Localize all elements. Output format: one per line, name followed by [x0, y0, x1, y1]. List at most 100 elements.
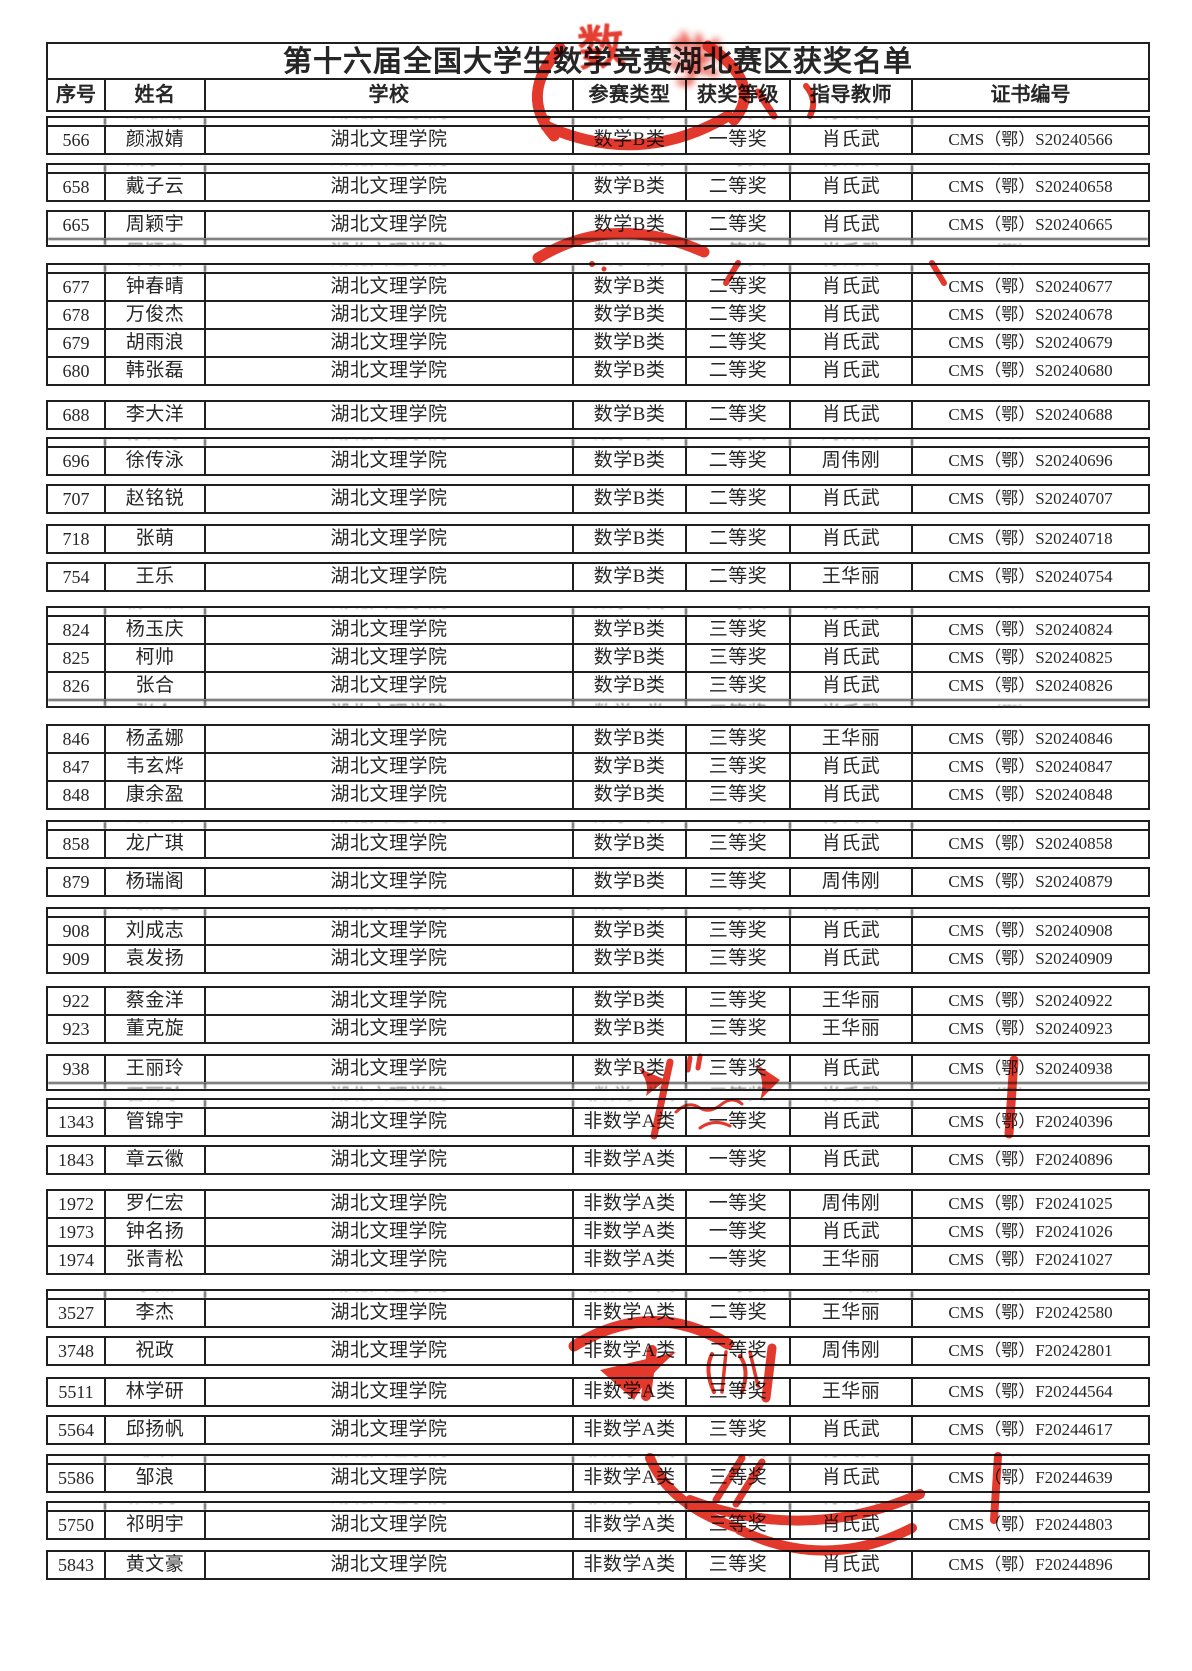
table-strip: 5750祁明宇湖北文理学院非数学A类三等奖肖氏武CMS（鄂）F202448035… [46, 1501, 1150, 1540]
cell-teacher: 肖氏武 [789, 1456, 911, 1463]
cell-name: 李杰 [104, 1291, 204, 1298]
cell-type: 数学B类 [572, 946, 685, 972]
cell-teacher: 肖氏武 [789, 240, 911, 245]
cell-no: 688 [62, 405, 90, 425]
cell-no: 826 [62, 676, 90, 696]
cell-type: 数学B类 [572, 127, 685, 153]
cell-name: 王乐 [104, 564, 204, 590]
cell-no: 847 [62, 757, 90, 777]
cell-type: 数学B类 [572, 1016, 685, 1042]
cell-level: 三等奖 [685, 1552, 789, 1578]
cell-name: 王丽玲 [104, 1056, 204, 1082]
table-row: 5750 祁明宇 湖北文理学院 非数学A类 三等奖 肖氏武 CMS（鄂）F20244803 [48, 1510, 1148, 1538]
cell-level: 三等奖 [685, 1465, 789, 1491]
table-strip: 718 张萌 湖北文理学院 数学B类 二等奖 肖氏武 CMS（鄂）S20240718 [46, 524, 1150, 554]
cell-cert: CMS（鄂）S20240566 [911, 118, 1148, 125]
cell-school: 湖北文理学院 [204, 240, 572, 245]
cell-teacher: 肖氏武 [789, 174, 911, 200]
cell-name: 袁发扬 [104, 946, 204, 972]
table-row: 665 周颖宇 湖北文理学院 数学B类 二等奖 肖氏武 CMS（鄂）S20240665 [48, 212, 1148, 238]
table-row: 688 李大洋 湖北文理学院 数学B类 二等奖 肖氏武 CMS（鄂）S20240688 [48, 402, 1148, 428]
cell-school: 湖北文理学院 [204, 358, 572, 384]
cell-name: 祁明宇 [104, 1503, 204, 1510]
cell-no: 825 [62, 648, 90, 668]
cell-school: 湖北文理学院 [204, 1109, 572, 1135]
cell-name: 钟名扬 [104, 1219, 204, 1245]
cell-teacher: 肖氏武 [789, 358, 911, 384]
table-row: 909 袁发扬 湖北文理学院 数学B类 三等奖 肖氏武 CMS（鄂）S20240909 [48, 944, 1148, 972]
cell-no: 922 [62, 991, 90, 1011]
cell-level: 二等奖 [685, 265, 789, 272]
cell-teacher: 周伟刚 [789, 439, 911, 446]
cell-level: 二等奖 [685, 302, 789, 328]
cell-name: 杨孟娜 [104, 726, 204, 752]
cell-level: 二等奖 [685, 564, 789, 590]
cell-no: 718 [62, 529, 90, 549]
cell-cert: CMS（鄂）F20244896 [911, 1552, 1148, 1578]
cell-school: 湖北文理学院 [204, 1503, 572, 1510]
cell-school: 湖北文理学院 [204, 1552, 572, 1578]
cell-cert: CMS（鄂）S20240677 [911, 274, 1148, 300]
cell-cert: CMS（鄂）S20240909 [911, 946, 1148, 972]
cell-school: 湖北文理学院 [204, 673, 572, 699]
cell-teacher: 王华丽 [789, 1291, 911, 1298]
cell-name: 王丽玲 [104, 1084, 204, 1089]
cell-school: 湖北文理学院 [204, 302, 572, 328]
cell-no: 938 [48, 1084, 104, 1089]
table-strip: 566颜淑婧湖北文理学院数学B类一等奖肖氏武CMS（鄂）S20240566566… [46, 116, 1150, 155]
cell-cert: CMS（鄂）F20244803 [911, 1512, 1148, 1538]
cell-no: 909 [62, 949, 90, 969]
cell-cert: CMS（鄂）S20240908 [911, 909, 1148, 916]
cell-name: 杨玉庆 [104, 608, 204, 615]
table-row: 1972 罗仁宏 湖北文理学院 非数学A类 一等奖 周伟刚 CMS（鄂）F20241025 [48, 1191, 1148, 1217]
cell-no: 1974 [58, 1250, 94, 1270]
cell-type: 数学B类 [572, 265, 685, 272]
cell-cert: CMS（鄂）S20240677 [911, 265, 1148, 272]
cell-school: 湖北文理学院 [204, 526, 572, 552]
cell-cert: CMS（鄂）S20240858 [911, 831, 1148, 857]
cell-teacher: 肖氏武 [789, 302, 911, 328]
cell-type: 非数学A类 [572, 1247, 685, 1273]
cell-school: 湖北文理学院 [204, 754, 572, 780]
cell-level: 二等奖 [685, 1291, 789, 1298]
cell-cert: CMS（鄂）F20244639 [911, 1456, 1148, 1463]
cell-name: 刘成志 [104, 918, 204, 944]
column-header-level: 获奖等级 [685, 80, 789, 110]
cell-teacher: 肖氏武 [789, 918, 911, 944]
cell-name: 胡雨浪 [104, 330, 204, 356]
cell-cert: CMS（鄂）S20240696 [911, 439, 1148, 446]
cell-no: 858 [62, 834, 90, 854]
table-strip: 5586邹浪湖北文理学院非数学A类三等奖肖氏武CMS（鄂）F2024463955… [46, 1454, 1150, 1493]
table-strip: 5564 邱扬帆 湖北文理学院 非数学A类 三等奖 肖氏武 CMS（鄂）F20244617 [46, 1415, 1150, 1445]
cell-school: 湖北文理学院 [204, 165, 572, 172]
cell-name: 龙广琪 [104, 831, 204, 857]
cell-cert: CMS（鄂）F20240396 [911, 1109, 1148, 1135]
cell-cert: CMS（鄂）S20240665 [911, 212, 1148, 238]
cell-teacher: 王华丽 [789, 1016, 911, 1042]
table-row: 1973 钟名扬 湖北文理学院 非数学A类 一等奖 肖氏武 CMS（鄂）F20241026 [48, 1217, 1148, 1245]
cell-cert: CMS（鄂）S20240696 [911, 448, 1148, 474]
table-strip: 908刘成志湖北文理学院数学B类三等奖肖氏武CMS（鄂）S20240908908… [46, 907, 1150, 974]
cell-cert: CMS（鄂）S20240658 [911, 165, 1148, 172]
cell-school: 湖北文理学院 [204, 988, 572, 1014]
cell-level: 三等奖 [685, 673, 789, 699]
cell-no: 3748 [58, 1341, 94, 1361]
cell-no: 824 [48, 608, 104, 615]
cell-school: 湖北文理学院 [204, 782, 572, 808]
table-row: 5511 林学研 湖北文理学院 非数学A类 三等奖 王华丽 CMS（鄂）F20244564 [48, 1379, 1148, 1405]
cell-name: 祁明宇 [104, 1512, 204, 1538]
table-strip: 1343管锦宇湖北文理学院非数学A类一等奖肖氏武CMS（鄂）F202403961… [46, 1098, 1150, 1137]
cell-type: 数学B类 [572, 754, 685, 780]
cell-no: 1973 [58, 1222, 94, 1242]
cell-name: 戴子云 [104, 165, 204, 172]
cell-school: 湖北文理学院 [204, 617, 572, 643]
table-row: 707 赵铭锐 湖北文理学院 数学B类 二等奖 肖氏武 CMS（鄂）S20240707 [48, 486, 1148, 512]
cell-teacher: 周伟刚 [789, 1191, 911, 1217]
